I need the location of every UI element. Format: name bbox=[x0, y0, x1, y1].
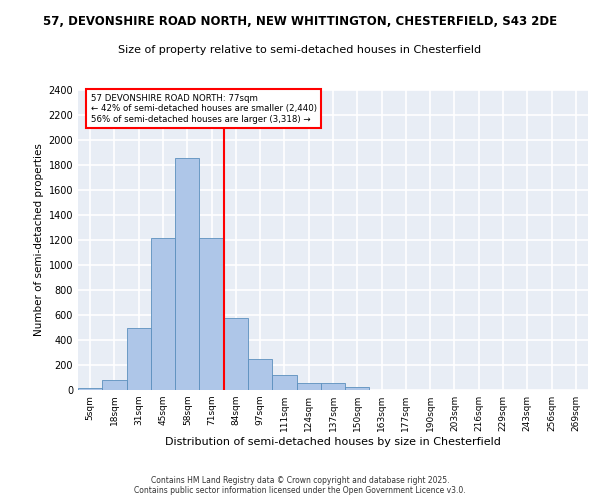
Bar bbox=[199, 238, 224, 390]
Bar bbox=[296, 383, 321, 390]
Text: Size of property relative to semi-detached houses in Chesterfield: Size of property relative to semi-detach… bbox=[118, 45, 482, 55]
Bar bbox=[272, 375, 296, 390]
Bar bbox=[151, 238, 175, 390]
Bar bbox=[175, 158, 199, 390]
Bar bbox=[224, 318, 248, 390]
Text: Contains HM Land Registry data © Crown copyright and database right 2025.
Contai: Contains HM Land Registry data © Crown c… bbox=[134, 476, 466, 495]
Y-axis label: Number of semi-detached properties: Number of semi-detached properties bbox=[34, 144, 44, 336]
Text: 57 DEVONSHIRE ROAD NORTH: 77sqm
← 42% of semi-detached houses are smaller (2,440: 57 DEVONSHIRE ROAD NORTH: 77sqm ← 42% of… bbox=[91, 94, 317, 124]
Bar bbox=[345, 387, 370, 390]
Bar bbox=[127, 328, 151, 390]
Bar bbox=[248, 360, 272, 390]
Bar bbox=[78, 388, 102, 390]
X-axis label: Distribution of semi-detached houses by size in Chesterfield: Distribution of semi-detached houses by … bbox=[165, 437, 501, 447]
Text: 57, DEVONSHIRE ROAD NORTH, NEW WHITTINGTON, CHESTERFIELD, S43 2DE: 57, DEVONSHIRE ROAD NORTH, NEW WHITTINGT… bbox=[43, 15, 557, 28]
Bar bbox=[102, 380, 127, 390]
Bar bbox=[321, 383, 345, 390]
